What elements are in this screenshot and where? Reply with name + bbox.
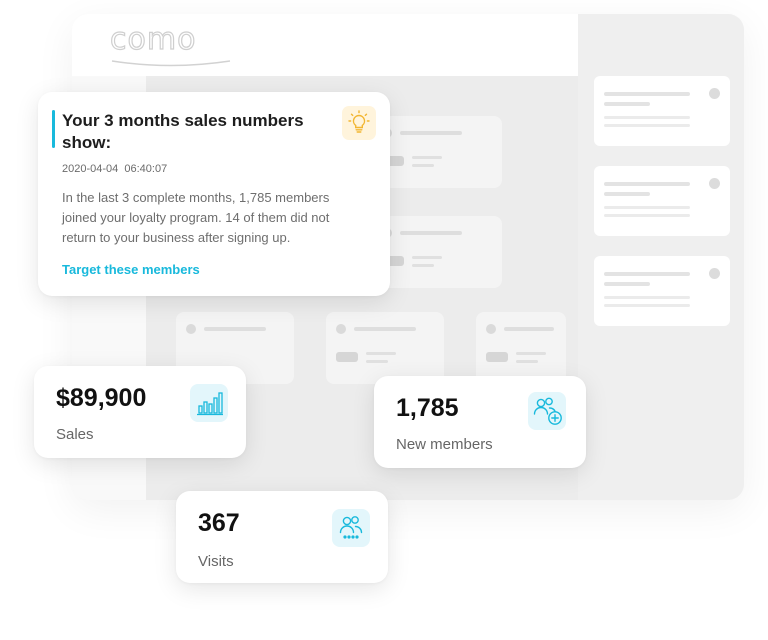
app-header: como bbox=[72, 14, 578, 76]
insight-body: In the last 3 complete months, 1,785 mem… bbox=[62, 190, 330, 245]
placeholder-tile bbox=[326, 312, 444, 384]
insight-title: Your 3 months sales numbers show: bbox=[62, 111, 304, 152]
app-right-panel bbox=[578, 14, 744, 500]
new-members-value: 1,785 bbox=[396, 394, 459, 422]
sales-value: $89,900 bbox=[56, 384, 147, 412]
insight-accent-bar bbox=[52, 110, 55, 148]
users-icon bbox=[332, 509, 370, 547]
placeholder-tile bbox=[372, 216, 502, 288]
target-members-link[interactable]: Target these members bbox=[62, 262, 200, 277]
new-members-label: New members bbox=[396, 436, 493, 453]
insight-timestamp: 2020-04-04 06:40:07 bbox=[62, 163, 168, 175]
placeholder-tile bbox=[476, 312, 566, 384]
placeholder-tile bbox=[372, 116, 502, 188]
insight-card: Your 3 months sales numbers show: 2020-0… bbox=[38, 92, 390, 296]
placeholder-card bbox=[594, 256, 730, 326]
new-members-stat-card: 1,785 New members bbox=[374, 376, 586, 468]
placeholder-card bbox=[594, 166, 730, 236]
placeholder-card bbox=[594, 76, 730, 146]
bar-chart-icon bbox=[190, 384, 228, 422]
lightbulb-icon bbox=[342, 106, 376, 140]
add-user-icon bbox=[528, 392, 566, 430]
sales-label: Sales bbox=[56, 426, 94, 443]
como-logo: como bbox=[109, 21, 197, 57]
visits-stat-card: 367 Visits bbox=[176, 491, 388, 583]
visits-value: 367 bbox=[198, 509, 240, 537]
sales-stat-card: $89,900 Sales bbox=[34, 366, 246, 458]
visits-label: Visits bbox=[198, 553, 234, 570]
logo-swoosh-icon bbox=[111, 60, 231, 67]
